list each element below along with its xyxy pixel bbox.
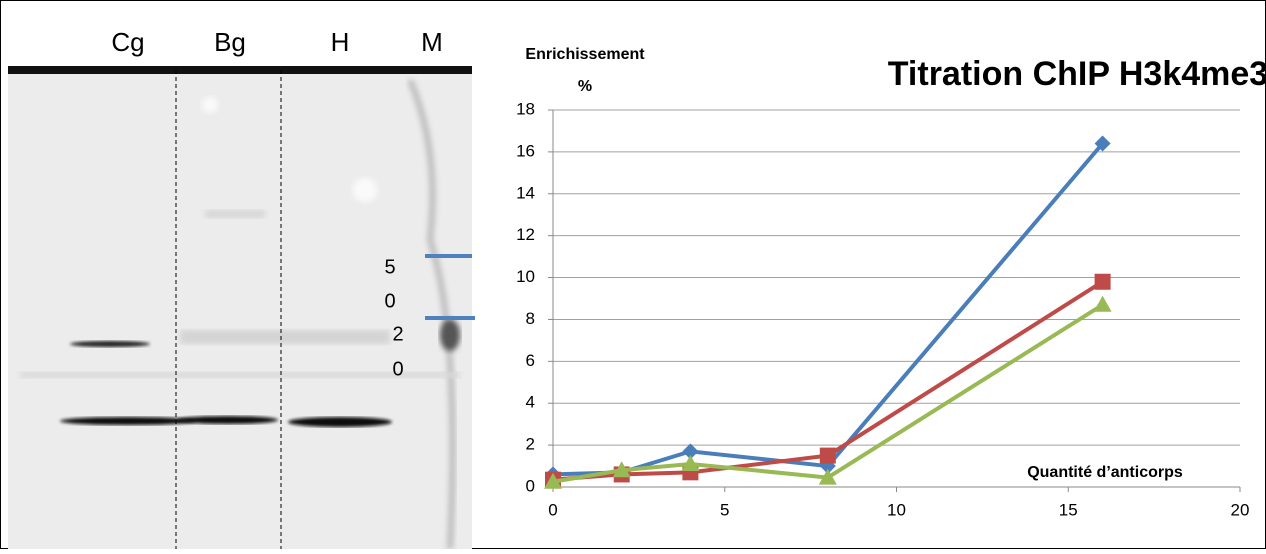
marker-label: 5 <box>384 256 395 278</box>
marker-label: 0 <box>392 358 403 380</box>
x-tick-label: 5 <box>720 500 729 519</box>
point <box>818 468 837 485</box>
y-tick-label: 10 <box>516 267 535 286</box>
lane-label: H <box>331 27 350 57</box>
y-tick-label: 14 <box>516 183 535 202</box>
gel-faint-band <box>205 210 265 218</box>
lane-label: M <box>421 27 443 57</box>
gel-spot <box>202 97 218 113</box>
gel-faint-band <box>180 330 390 344</box>
gel-background <box>8 70 472 549</box>
gel-faint-band <box>20 372 460 378</box>
y-tick-label: 4 <box>526 393 535 412</box>
point <box>612 461 631 478</box>
x-tick-label: 10 <box>887 500 906 519</box>
point <box>681 454 700 471</box>
chart-title: Titration ChIP H3k4me3 <box>888 55 1266 93</box>
y-tick-label: 12 <box>516 225 535 244</box>
y-tick-label: 18 <box>516 99 535 118</box>
gel-top-edge <box>8 66 472 74</box>
y-tick-label: 0 <box>526 476 535 495</box>
gel-band <box>178 416 278 424</box>
line-chart: Titration ChIP H3k4me3 Enrichissement % … <box>516 46 1266 519</box>
y-tick-label: 6 <box>526 351 535 370</box>
gel-spot <box>353 178 377 202</box>
y-tick-label: 2 <box>526 435 535 454</box>
gel: Cg Bg H M 5 0 2 0 <box>8 27 475 550</box>
point <box>1094 273 1111 290</box>
y-tick-label: 16 <box>516 141 535 160</box>
point <box>1093 295 1112 312</box>
marker-label: 2 <box>392 323 403 345</box>
point <box>1094 135 1111 152</box>
gel-band <box>440 319 460 351</box>
y-axis-label: Enrichissement <box>525 46 645 63</box>
marker-label: 0 <box>384 290 395 312</box>
lane-label: Bg <box>214 27 246 57</box>
point <box>544 472 562 489</box>
y-tick-label: 8 <box>526 309 535 328</box>
point <box>819 447 836 464</box>
gel-band <box>60 417 196 425</box>
gel-band <box>70 341 150 347</box>
x-tick-label: 20 <box>1231 500 1250 519</box>
x-axis-label: Quantité d’anticorps <box>1027 464 1183 481</box>
y-axis-label: % <box>578 78 592 95</box>
lane-label: Cg <box>111 27 144 57</box>
x-tick-label: 0 <box>548 500 557 519</box>
x-tick-label: 15 <box>1059 500 1078 519</box>
gel-band <box>288 417 392 427</box>
point <box>682 443 699 460</box>
